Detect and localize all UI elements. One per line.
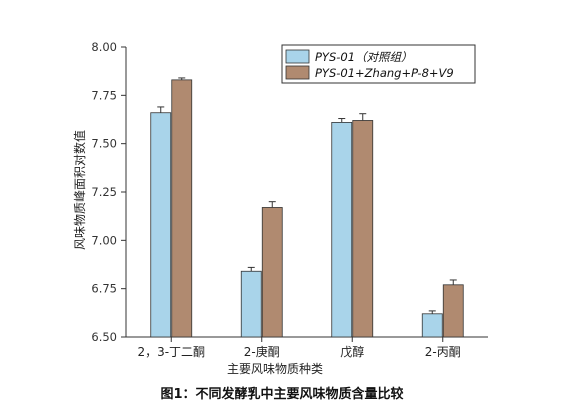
- x-tick-label: 2，3-丁二酮: [137, 345, 205, 359]
- legend-swatch-treatment: [285, 65, 310, 80]
- bar-control: [150, 112, 172, 338]
- y-tick-label: 6.50: [91, 330, 117, 344]
- figure-caption: 图1：不同发酵乳中主要风味物质含量比较: [160, 386, 403, 402]
- bar-treatment: [352, 120, 374, 338]
- bar-control: [240, 270, 262, 338]
- legend-swatch-control: [285, 49, 310, 64]
- plot-area: 6.50 6.75 7.00 7.25 7.50 7.75 8.00 2，3-丁二酮 2-庚酮 戊…: [91, 40, 488, 359]
- bar-treatment: [261, 207, 283, 338]
- legend-label-control: PYS-01（对照组）: [315, 50, 413, 64]
- x-axis-label: 主要风味物质种类: [227, 362, 323, 376]
- y-tick-label: 7.75: [91, 88, 117, 102]
- y-tick-label: 7.50: [91, 137, 117, 151]
- bar-treatment: [171, 79, 193, 338]
- y-tick-label: 6.75: [91, 282, 117, 296]
- x-tick-label: 戊醇: [340, 344, 364, 359]
- bar-control: [331, 122, 353, 338]
- legend-label-treatment: PYS-01+Zhang+P-8+V9: [315, 66, 454, 80]
- bar-control: [421, 313, 443, 338]
- y-axis-label: 风味物质峰面积对数值: [72, 130, 87, 250]
- x-tick-label: 2-庚酮: [244, 344, 280, 359]
- x-tick-label: 2-丙酮: [425, 345, 461, 359]
- y-tick-label: 7.00: [91, 233, 117, 247]
- legend: PYS-01（对照组） PYS-01+Zhang+P-8+V9: [281, 44, 476, 84]
- y-tick-label: 7.25: [91, 185, 117, 199]
- legend-box: [281, 44, 476, 84]
- y-tick-label: 8.00: [91, 40, 117, 54]
- bar-treatment: [442, 284, 464, 338]
